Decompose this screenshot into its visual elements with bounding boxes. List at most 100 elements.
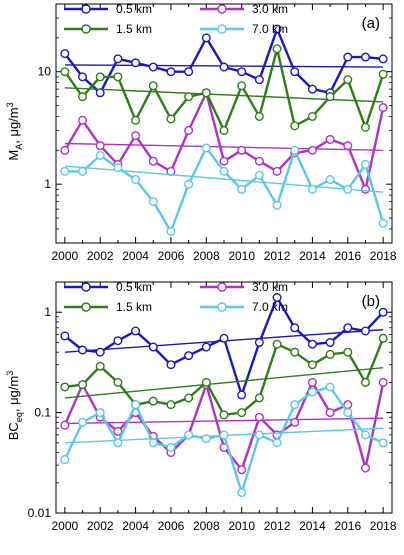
y-tick-label: 0.01 — [28, 506, 52, 520]
data-point — [237, 184, 247, 194]
data-point — [184, 67, 194, 77]
data-point — [307, 387, 317, 397]
data-point — [201, 377, 211, 387]
data-point — [201, 342, 211, 352]
data-point — [78, 380, 88, 390]
data-point — [290, 417, 300, 427]
x-tick-label: 2014 — [299, 519, 326, 533]
data-point — [113, 72, 123, 82]
legend-label: 1.5 km — [116, 22, 152, 36]
x-tick-label: 2000 — [51, 249, 78, 263]
data-point — [254, 111, 264, 121]
legend-entry: 3.0 km — [200, 2, 288, 16]
x-tick-label: 2016 — [334, 519, 361, 533]
data-point — [254, 75, 264, 85]
data-point — [95, 141, 105, 151]
data-point — [254, 170, 264, 180]
x-tick-label: 2010 — [228, 519, 255, 533]
x-tick-label: 2018 — [370, 249, 397, 263]
data-point — [166, 442, 176, 452]
data-point — [254, 430, 264, 440]
data-point — [325, 349, 335, 359]
data-point — [290, 121, 300, 131]
legend-entry: 3.0 km — [200, 280, 288, 294]
legend-label: 3.0 km — [252, 2, 288, 16]
data-point — [166, 67, 176, 77]
legend-label: 1.5 km — [116, 300, 152, 314]
data-point — [343, 52, 353, 62]
data-point — [360, 122, 370, 132]
data-point — [360, 159, 370, 169]
series-line — [64, 296, 385, 397]
data-point — [290, 347, 300, 357]
data-point — [113, 377, 123, 387]
legend-entry: 0.5 km — [64, 280, 152, 294]
data-point — [113, 438, 123, 448]
data-point — [184, 92, 194, 102]
data-point — [166, 360, 176, 370]
trend-line — [64, 367, 384, 399]
data-point — [78, 72, 88, 82]
data-point — [325, 382, 335, 392]
y-axis-label: MA, μg/m3 — [5, 102, 24, 160]
series-1-5km — [60, 333, 388, 420]
data-point — [360, 430, 370, 440]
data-point — [307, 360, 317, 370]
data-point — [219, 166, 229, 176]
data-point — [325, 337, 335, 347]
data-point — [78, 417, 88, 427]
data-point — [131, 400, 141, 410]
legend-entry: 1.5 km — [64, 300, 152, 314]
data-point — [290, 400, 300, 410]
data-point — [201, 434, 211, 444]
y-tick-label: 1 — [44, 305, 51, 319]
x-tick-label: 2008 — [193, 249, 220, 263]
data-point — [148, 81, 158, 91]
data-point — [272, 24, 282, 34]
data-point — [60, 331, 70, 341]
legend-label: 7.0 km — [252, 22, 288, 36]
x-tick-label: 2014 — [299, 249, 326, 263]
series-1-5km — [60, 44, 388, 136]
data-point — [184, 179, 194, 189]
series-line — [63, 385, 384, 494]
legend-label: 3.0 km — [252, 280, 288, 294]
data-point — [343, 141, 353, 151]
data-point — [60, 455, 70, 465]
legend-marker — [81, 4, 91, 14]
data-point — [254, 156, 264, 166]
data-point — [307, 111, 317, 121]
data-point — [60, 145, 70, 155]
data-point — [113, 336, 123, 346]
series-line — [63, 27, 384, 95]
x-tick-label: 2002 — [87, 249, 114, 263]
legend-marker — [217, 4, 227, 14]
y-tick-label: 0.1 — [34, 406, 51, 420]
data-point — [95, 408, 105, 418]
data-point — [60, 420, 70, 430]
data-point — [237, 465, 247, 475]
series-0-5km — [60, 293, 388, 400]
data-point — [219, 410, 229, 420]
data-point — [307, 184, 317, 194]
data-point — [60, 382, 70, 392]
legend-entry: 7.0 km — [200, 22, 288, 36]
legend-marker — [217, 302, 227, 312]
data-point — [290, 67, 300, 77]
data-point — [360, 377, 370, 387]
data-point — [272, 200, 282, 210]
data-point — [78, 92, 88, 102]
data-point — [237, 81, 247, 91]
data-point — [131, 115, 141, 125]
x-tick-label: 2010 — [228, 249, 255, 263]
x-tick-label: 2012 — [264, 519, 291, 533]
data-point — [325, 134, 335, 144]
data-point — [201, 88, 211, 98]
data-point — [307, 377, 317, 387]
x-tick-label: 2006 — [158, 249, 185, 263]
y-tick-label: 10 — [38, 65, 52, 79]
data-point — [272, 339, 282, 349]
series-0-5km — [60, 24, 388, 98]
x-tick-label: 2012 — [264, 249, 291, 263]
data-point — [184, 126, 194, 136]
